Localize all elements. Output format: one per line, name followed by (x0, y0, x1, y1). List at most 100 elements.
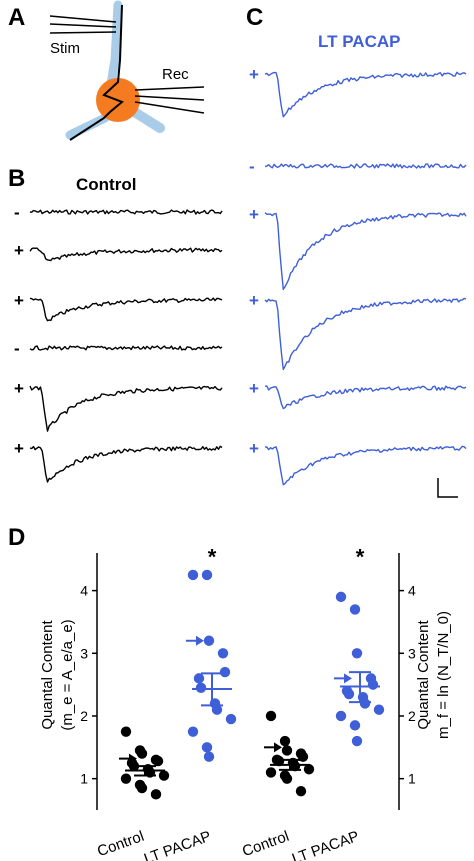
point-0-1-2 (203, 635, 215, 646)
panel-c-letter: C (246, 4, 263, 31)
right-ylabel: Quantal Content m_f = ln (N_T/N_0) (415, 611, 452, 739)
rec-label: Rec (162, 66, 189, 83)
point-1-1-0 (335, 591, 347, 603)
stim-label: Stim (50, 40, 80, 57)
significance-1: * (356, 544, 365, 569)
pacap-trace-1 (264, 163, 467, 169)
pacap-sign-5: + (249, 439, 259, 458)
tick-label-1-3: 4 (408, 583, 416, 599)
tick-label-1-0: 1 (408, 771, 416, 787)
control-sign-5: + (14, 439, 24, 458)
pacap-trace-2 (264, 212, 467, 291)
category-label-1-1: LT PACAP (290, 828, 362, 861)
point-1-0-8 (289, 760, 301, 772)
dendrite-top (105, 0, 123, 95)
control-sign-1: + (14, 241, 24, 260)
point-0-1-12 (203, 751, 215, 762)
point-0-1-11 (201, 742, 213, 753)
point-0-1-6 (195, 682, 207, 693)
point-1-1-9 (373, 704, 385, 715)
pacap-sign-0: + (249, 65, 259, 84)
control-sign-0: - (14, 203, 20, 222)
control-trace-2 (29, 297, 223, 322)
pacap-sign-1: - (249, 157, 255, 176)
scale-bar (437, 478, 458, 498)
point-0-1-8 (211, 704, 223, 715)
right-ylabel-line1: Quantal Content (415, 620, 432, 730)
panel-d-letter: D (8, 524, 25, 551)
rec-electrode-2 (134, 95, 205, 101)
point-1-1-11 (349, 720, 361, 731)
control-trace-1 (29, 247, 223, 262)
point-1-0-13 (295, 785, 307, 797)
axon (69, 4, 124, 141)
point-0-0-9 (158, 770, 170, 781)
point-1-1-8 (359, 698, 371, 709)
point-1-0-6 (273, 755, 285, 767)
control-trace-3 (29, 345, 223, 351)
pacap-trace-3 (264, 297, 467, 371)
stim-electrode-1 (49, 15, 117, 23)
control-trace-5 (29, 445, 223, 483)
left-ylabel: Quantal Content (m_e = A_e/a_e) (39, 619, 76, 730)
point-0-0-0 (120, 726, 132, 737)
point-1-0-0 (265, 710, 277, 722)
control-trace-0 (29, 209, 223, 215)
point-1-1-2 (351, 648, 363, 659)
pacap-sign-3: + (249, 291, 259, 310)
pacap-traces: + - + + + + (249, 65, 467, 486)
point-1-1-1 (349, 604, 361, 615)
panel-b-letter: B (8, 165, 25, 192)
point-0-0-4 (152, 755, 164, 767)
control-traces: - + + - + + (14, 203, 223, 483)
point-1-0-12 (281, 773, 293, 784)
point-1-0-2 (281, 745, 293, 756)
point-0-0-2 (136, 748, 148, 759)
point-0-1-5 (193, 673, 205, 684)
point-0-0-12 (136, 782, 148, 794)
point-1-1-10 (335, 710, 347, 722)
category-label-0-0: Control (95, 828, 146, 861)
point-1-0-9 (303, 764, 315, 775)
pacap-sign-2: + (249, 205, 259, 224)
category-label-1-0: Control (240, 828, 291, 861)
panel-a-letter: A (8, 4, 25, 31)
left-ylabel-line1: Quantal Content (39, 620, 56, 730)
point-0-1-3 (217, 648, 229, 659)
tick-label-0-3: 4 (80, 583, 88, 599)
point-0-0-13 (150, 789, 162, 800)
point-1-1-6 (343, 688, 355, 700)
point-0-1-0 (187, 569, 199, 581)
arrow-head-0-0 (129, 753, 137, 764)
tick-label-0-0: 1 (80, 771, 88, 787)
arrow-head-0-1 (196, 635, 204, 646)
point-1-0-1 (279, 735, 291, 747)
arrow-head-1-0 (274, 742, 282, 753)
control-trace-4 (29, 385, 223, 432)
point-0-0-10 (120, 773, 132, 784)
point-1-1-4 (367, 679, 379, 690)
rec-electrode-1 (134, 86, 205, 91)
point-0-1-9 (225, 713, 237, 725)
tick-label-0-1: 2 (80, 708, 88, 724)
pacap-trace-5 (264, 445, 467, 486)
stim-electrode-3 (49, 31, 117, 34)
point-1-1-12 (351, 735, 363, 747)
arrow-head-1-1 (344, 673, 352, 684)
category-label-0-1: LT PACAP (142, 828, 214, 861)
lt-pacap-title: LT PACAP (318, 32, 400, 51)
pacap-trace-0 (264, 71, 467, 118)
stim-electrode-2 (49, 23, 117, 28)
point-0-1-1 (201, 569, 213, 581)
control-sign-4: + (14, 379, 24, 398)
point-1-0-10 (265, 767, 277, 778)
right-ylabel-line2: m_f = ln (N_T/N_0) (435, 611, 452, 739)
control-sign-2: + (14, 291, 24, 310)
left-ylabel-line2: (m_e = A_e/a_e) (59, 619, 76, 730)
point-0-1-4 (219, 666, 231, 678)
pacap-trace-4 (264, 385, 467, 410)
control-title: Control (76, 175, 136, 194)
pacap-sign-4: + (249, 379, 259, 398)
